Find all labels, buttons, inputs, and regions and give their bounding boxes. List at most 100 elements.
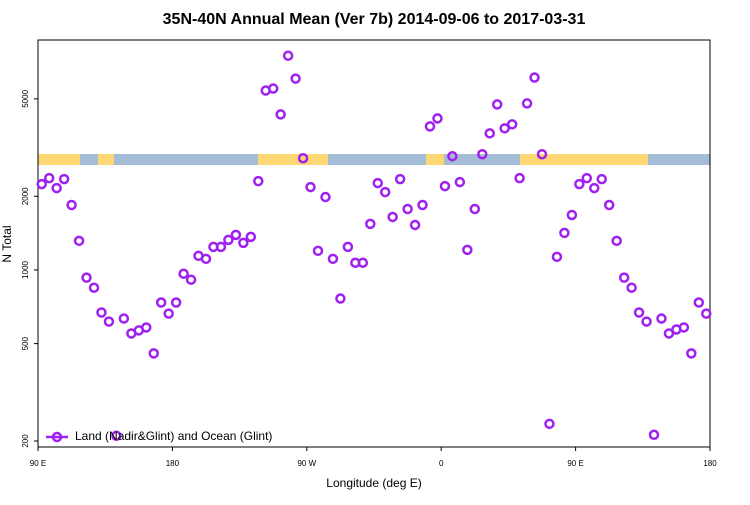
point [447, 150, 458, 162]
point [424, 121, 436, 132]
point [439, 180, 451, 192]
point [529, 72, 540, 83]
point [103, 316, 115, 327]
point [379, 186, 391, 198]
chart-title: 35N-40N Annual Mean (Ver 7b) 2014-09-06 … [163, 11, 586, 28]
point [163, 308, 174, 319]
point [372, 177, 383, 189]
point [275, 109, 286, 120]
point [51, 182, 62, 194]
point [581, 172, 593, 184]
point [200, 253, 212, 265]
point [521, 98, 533, 109]
map-strip [38, 154, 710, 165]
point [297, 152, 309, 164]
point [574, 178, 585, 190]
point [111, 430, 122, 442]
legend-label: Land (Nadir&Glint) and Ocean (Glint) [75, 429, 272, 443]
point [536, 148, 548, 160]
point [43, 172, 55, 184]
point [499, 123, 510, 134]
point [141, 322, 152, 333]
point [678, 322, 690, 333]
point [462, 244, 473, 256]
point [66, 199, 77, 211]
plot-frame [37, 39, 711, 448]
point [155, 297, 167, 308]
point [327, 253, 339, 265]
y-tick-label: 5000 [21, 89, 30, 107]
x-tick-label: 180 [703, 459, 717, 468]
point [290, 73, 301, 84]
point [387, 211, 398, 223]
point [559, 227, 570, 239]
point [409, 219, 421, 231]
point [514, 172, 525, 184]
point [320, 191, 331, 203]
point [641, 316, 652, 327]
point [589, 182, 600, 194]
point [454, 176, 466, 188]
point [148, 348, 159, 359]
x-tick-label: 90 E [567, 459, 583, 468]
point [477, 148, 488, 160]
point [178, 268, 189, 279]
point [185, 274, 197, 285]
point [223, 234, 234, 246]
point [417, 199, 428, 211]
point [312, 245, 324, 257]
point [648, 429, 660, 441]
point [305, 181, 316, 193]
point [81, 272, 92, 283]
point [96, 307, 107, 318]
point [365, 218, 376, 230]
point [342, 241, 354, 253]
point [603, 199, 615, 211]
point [618, 272, 630, 283]
point [611, 235, 622, 247]
point [238, 237, 249, 249]
point [693, 297, 705, 308]
point [215, 241, 227, 253]
point [686, 348, 697, 359]
point [58, 173, 70, 185]
point [656, 313, 667, 324]
point [118, 313, 130, 324]
y-axis-label: N Total [0, 225, 14, 262]
point [544, 418, 555, 430]
x-tick-label: 180 [166, 459, 180, 468]
point [663, 328, 675, 339]
x-tick-label: 90 W [297, 459, 316, 468]
point [357, 257, 369, 268]
point [402, 203, 413, 215]
point [432, 113, 443, 124]
y-tick-label: 2000 [21, 187, 30, 205]
y-tick-label: 500 [21, 336, 30, 350]
point [88, 282, 100, 293]
legend-marker [51, 431, 63, 443]
point [282, 50, 294, 61]
point [36, 178, 47, 190]
point [253, 175, 264, 187]
point [596, 173, 607, 185]
point [701, 308, 712, 319]
point [626, 282, 637, 293]
point [394, 173, 406, 185]
point [245, 231, 257, 243]
point [170, 297, 182, 308]
x-tick-label: 0 [439, 459, 444, 468]
point [484, 128, 495, 139]
point [506, 119, 518, 130]
y-tick-label: 200 [21, 434, 30, 448]
point [491, 99, 503, 110]
point [566, 209, 578, 221]
point [73, 235, 85, 247]
point [633, 307, 645, 318]
point [230, 229, 242, 241]
point [267, 83, 279, 94]
point [469, 203, 481, 215]
x-axis-label: Longitude (deg E) [326, 476, 421, 490]
point [551, 251, 563, 263]
